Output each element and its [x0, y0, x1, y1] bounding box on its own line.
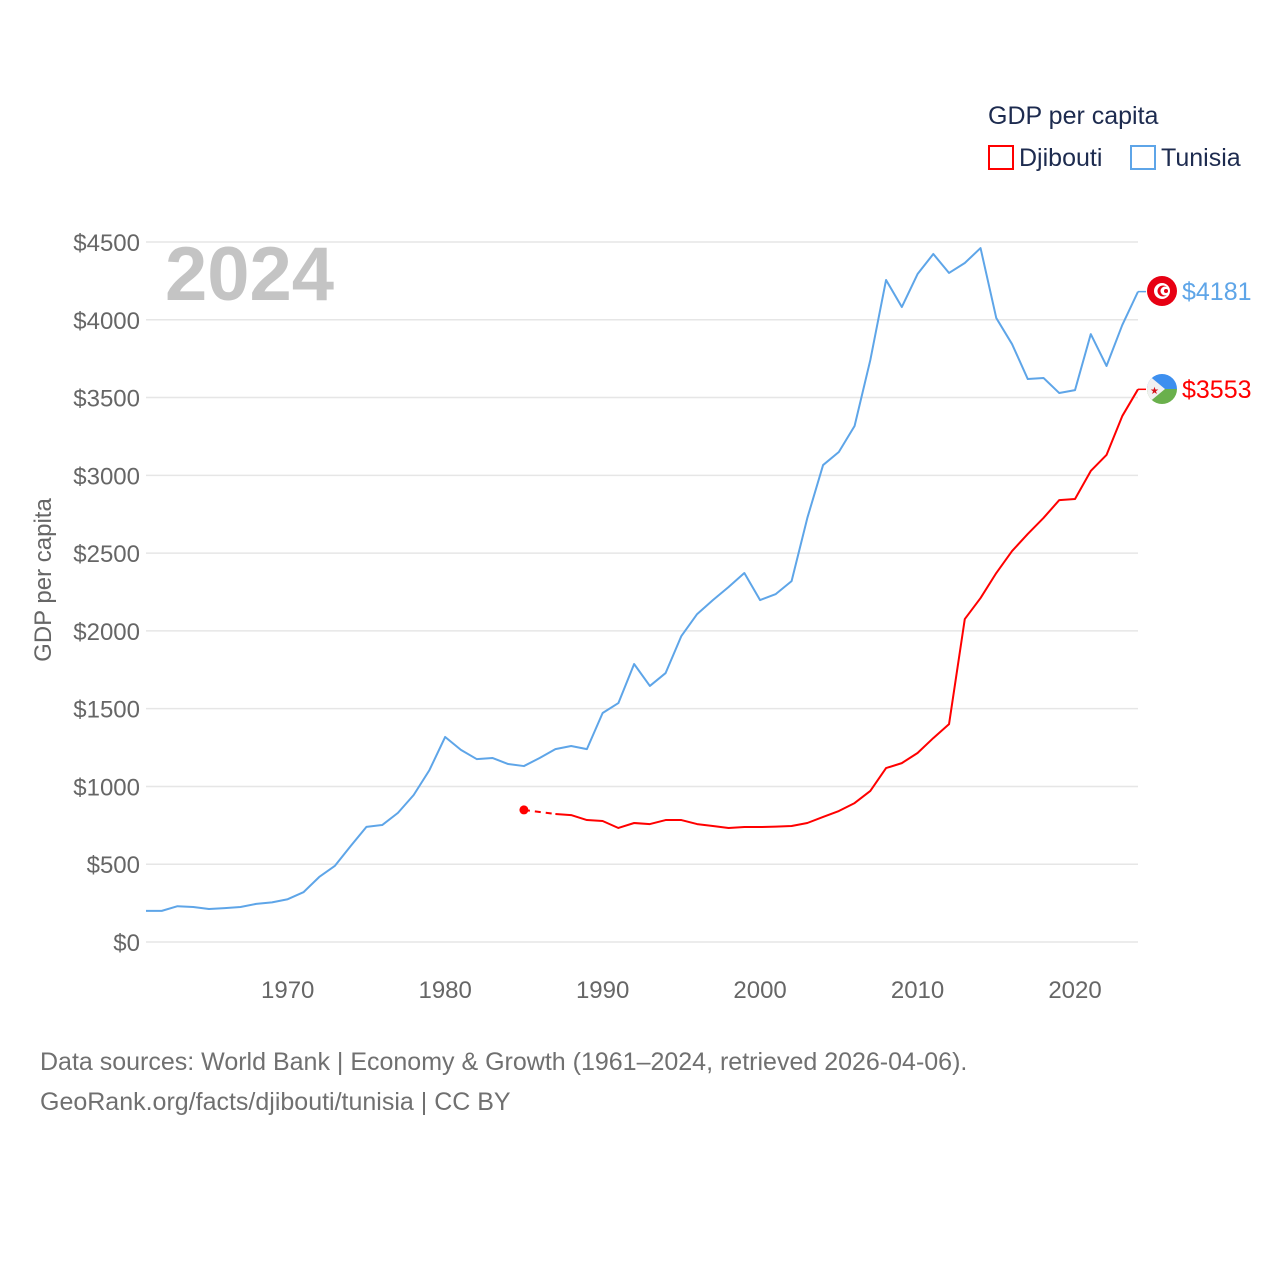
legend-item-djibouti[interactable]: Djibouti	[988, 144, 1102, 172]
series-tunisia: $4181	[146, 247, 1252, 912]
source-note: Data sources: World Bank | Economy & Gro…	[40, 1048, 968, 1076]
data-point	[519, 805, 529, 815]
y-tick-label: $4000	[73, 308, 140, 335]
x-tick-label: 1980	[418, 977, 471, 1004]
svg-text:★: ★	[1150, 386, 1159, 397]
y-axis-label: GDP per capita	[30, 498, 57, 662]
y-tick-label: $1000	[73, 774, 140, 801]
y-tick-label: $1500	[73, 697, 140, 724]
series-line	[146, 247, 1139, 912]
y-tick-label: $4500	[73, 230, 140, 257]
end-value-label: $4181	[1182, 278, 1252, 306]
y-tick-label: $3500	[73, 386, 140, 413]
legend-label-djibouti: Djibouti	[1019, 144, 1102, 172]
y-tick-label: $0	[113, 930, 140, 957]
y-tick-label: $500	[87, 852, 140, 879]
footer: Data sources: World Bank | Economy & Gro…	[40, 1042, 967, 1122]
x-tick-label: 1970	[261, 977, 314, 1004]
series-djibouti: $3553	[519, 376, 1252, 829]
gap-dashed-line	[523, 808, 556, 815]
legend-swatch-djibouti	[988, 145, 1014, 170]
series-line	[555, 388, 1139, 829]
x-tick-label: 1990	[576, 977, 629, 1004]
y-tick-label: $2500	[73, 541, 140, 568]
source-link[interactable]: GeoRank.org/facts/djibouti/tunisia | CC …	[40, 1088, 511, 1116]
y-tick-label: $2000	[73, 619, 140, 646]
end-value-label: $3553	[1182, 376, 1252, 404]
x-tick-label: 2000	[733, 977, 786, 1004]
legend-swatch-tunisia	[1130, 145, 1156, 170]
tunisia-flag-icon	[1147, 276, 1177, 306]
djibouti-flag-icon: ★	[1147, 374, 1177, 404]
legend-title: GDP per capita	[988, 102, 1159, 130]
legend-label-tunisia: Tunisia	[1161, 144, 1241, 172]
x-tick-label: 2010	[891, 977, 944, 1004]
y-tick-label: $3000	[73, 463, 140, 490]
year-label: 2024	[165, 232, 334, 317]
x-tick-label: 2020	[1048, 977, 1101, 1004]
legend-item-tunisia[interactable]: Tunisia	[1130, 144, 1241, 172]
